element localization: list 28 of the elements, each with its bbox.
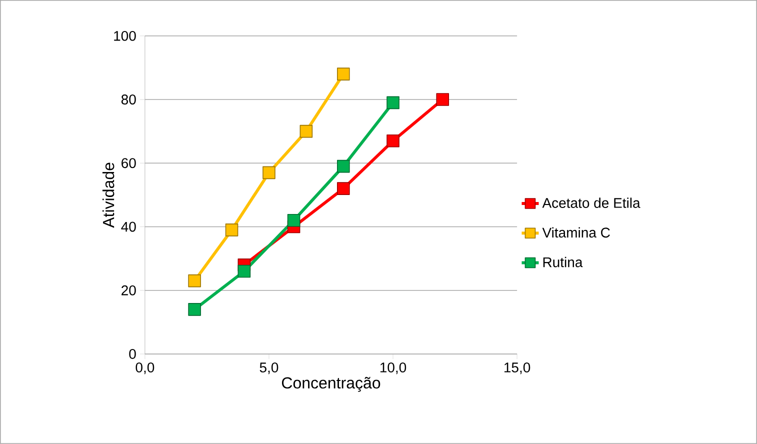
point <box>336 160 350 173</box>
point <box>287 214 300 227</box>
y-tick-label: 80 <box>121 94 136 105</box>
point <box>386 134 400 148</box>
point <box>336 182 350 196</box>
point <box>188 303 201 316</box>
point <box>436 93 450 106</box>
x-axis-title: Concentração <box>282 376 380 392</box>
y-tick-label: 100 <box>114 30 136 41</box>
point <box>188 274 201 288</box>
point <box>300 124 313 138</box>
point <box>386 96 400 110</box>
y-axis-title: Atividade <box>102 162 114 228</box>
x-tick-label: 15,0 <box>504 362 530 374</box>
legend-label: Vitamina C <box>542 227 610 238</box>
point <box>238 264 251 278</box>
x-tick-label: 5,0 <box>260 362 278 374</box>
y-tick-label: 40 <box>121 222 136 232</box>
point <box>336 68 350 81</box>
legend-label: Rutina <box>543 256 583 268</box>
y-tick-label: 20 <box>122 285 136 296</box>
legend-label: Acetato de Etila <box>542 198 640 208</box>
point <box>262 166 276 180</box>
y-tick-label: 60 <box>122 158 136 168</box>
point <box>225 224 238 236</box>
x-tick-label: 0,0 <box>136 362 154 374</box>
y-tick-label: 0 <box>129 349 136 359</box>
x-tick-label: 10,0 <box>380 362 406 374</box>
